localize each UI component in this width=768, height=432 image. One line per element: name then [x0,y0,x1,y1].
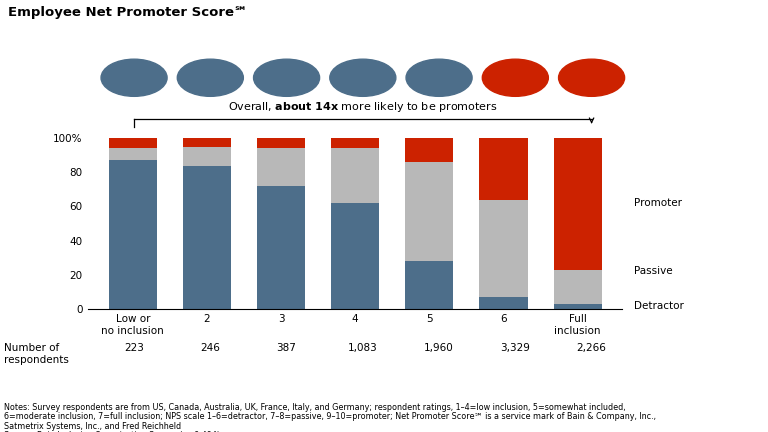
Text: 223: 223 [124,343,144,353]
Bar [406,138,453,162]
Bar [331,149,379,203]
Text: Employee Net Promoter Score℠: Employee Net Promoter Score℠ [8,6,247,19]
Text: Detractor: Detractor [634,302,684,311]
Bar [183,147,231,165]
Text: 24: 24 [507,71,524,84]
Bar [109,160,157,309]
Bar [257,149,305,186]
Bar [109,138,157,149]
Text: Overall, $\mathbf{about\ 14x}$ more likely to be promoters: Overall, $\mathbf{about\ 14x}$ more like… [228,100,498,114]
Text: 2,266: 2,266 [577,343,607,353]
Bar [109,149,157,160]
Bar [406,162,453,261]
Text: Number of
respondents: Number of respondents [4,343,68,365]
Bar [331,138,379,149]
Bar [183,138,231,147]
Bar [554,138,601,270]
Bar [554,270,601,304]
Text: Satmetrix Systems, Inc., and Fred Reichheld: Satmetrix Systems, Inc., and Fred Reichh… [4,422,181,431]
Text: 1,960: 1,960 [424,343,454,353]
Bar [257,138,305,149]
Text: 387: 387 [276,343,296,353]
Text: -83: -83 [123,71,145,84]
Text: -72: -72 [275,71,298,84]
Text: Notes: Survey respondents are from US, Canada, Australia, UK, France, Italy, and: Notes: Survey respondents are from US, C… [4,403,625,412]
Text: Passive: Passive [634,267,672,276]
Text: 246: 246 [200,343,220,353]
Text: Source: Bain Inclusive Organization Survey (n=9,494): Source: Bain Inclusive Organization Surv… [4,431,220,432]
Bar [257,186,305,309]
Bar [479,138,528,200]
Text: 6=moderate inclusion, 7=full inclusion; NPS scale 1–6=detractor, 7–8=passive, 9–: 6=moderate inclusion, 7=full inclusion; … [4,412,656,421]
Text: -19: -19 [428,71,450,84]
Text: Promoter: Promoter [634,198,681,208]
Text: 3,329: 3,329 [501,343,530,353]
Bar [331,203,379,309]
Bar [183,165,231,309]
Text: 1,083: 1,083 [348,343,378,353]
Bar [479,200,528,297]
Text: 71: 71 [583,71,601,84]
Text: -58: -58 [352,71,374,84]
Bar [479,297,528,309]
Bar [406,261,453,309]
Text: -85: -85 [199,71,222,84]
Bar [554,304,601,309]
